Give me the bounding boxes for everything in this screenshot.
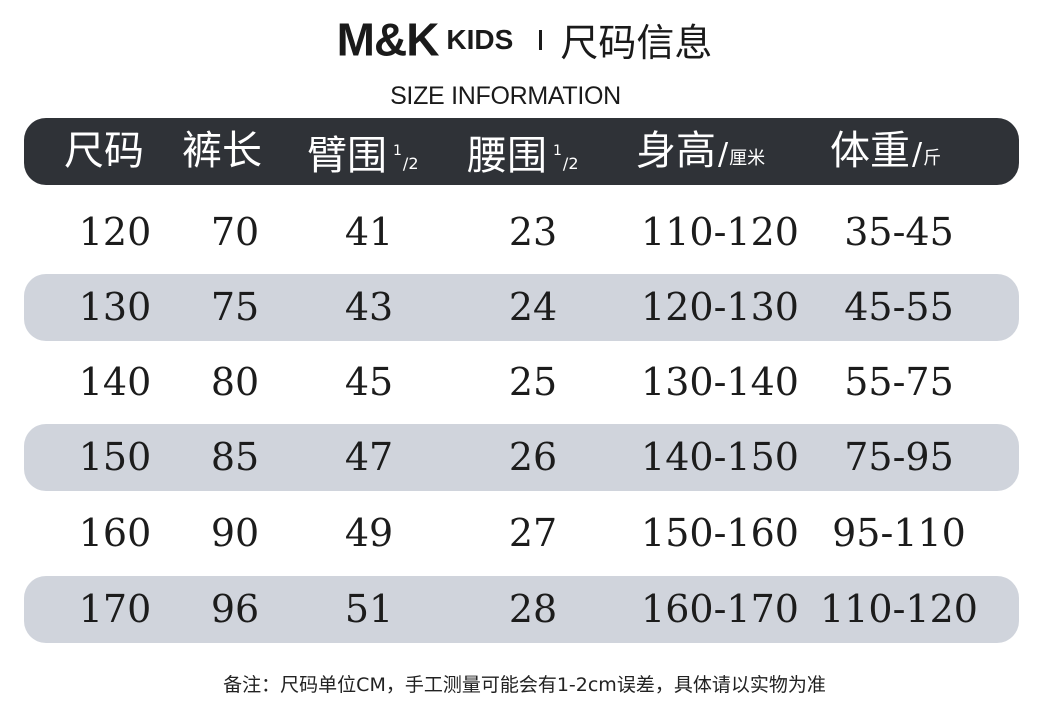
header-height-slash: / [718, 137, 729, 172]
header-pants-length: 裤长 [182, 118, 262, 185]
cell-arm: 45 [344, 360, 394, 404]
header-waist: 腰围 1/2 [467, 118, 579, 185]
table-row: 160 90 49 27 150-160 95-110 [24, 500, 1019, 567]
cell-weight: 110-120 [820, 587, 978, 631]
cell-pants-length: 75 [210, 285, 260, 329]
header-pants-length-label: 裤长 [182, 128, 262, 174]
header-height-label: 身高 [636, 128, 716, 174]
table-row: 120 70 41 23 110-120 35-45 [24, 199, 1019, 266]
brand-separator [539, 29, 543, 50]
cell-size: 150 [78, 435, 152, 479]
page-title: 尺码信息 [560, 21, 713, 65]
cell-pants-length: 80 [210, 360, 260, 404]
header-arm-fraction-den: /2 [402, 154, 419, 173]
header-waist-fraction-num: 1 [553, 143, 562, 159]
header-size-label: 尺码 [64, 128, 144, 174]
cell-weight: 35-45 [844, 210, 954, 254]
cell-waist: 28 [508, 587, 558, 631]
cell-arm: 49 [344, 511, 394, 555]
cell-size: 140 [78, 360, 152, 404]
cell-waist: 23 [508, 210, 558, 254]
cell-weight: 95-110 [832, 511, 966, 555]
cell-waist: 27 [508, 511, 558, 555]
header-weight-unit: 斤 [923, 148, 942, 169]
cell-pants-length: 90 [210, 511, 260, 555]
header-weight-label: 体重 [830, 128, 910, 174]
cell-size: 130 [78, 285, 152, 329]
cell-height: 110-120 [641, 210, 799, 254]
table-row: 150 85 47 26 140-150 75-95 [24, 424, 1019, 491]
cell-pants-length: 70 [210, 210, 260, 254]
cell-arm: 43 [344, 285, 394, 329]
table-row: 140 80 45 25 130-140 55-75 [24, 349, 1019, 416]
header-weight-slash: / [912, 137, 923, 172]
table-row: 170 96 51 28 160-170 110-120 [24, 576, 1019, 643]
cell-height: 140-150 [641, 435, 799, 479]
cell-arm: 47 [344, 435, 394, 479]
header-waist-fraction-den: /2 [562, 154, 579, 173]
cell-height: 120-130 [641, 285, 799, 329]
cell-height: 160-170 [641, 587, 799, 631]
brand-logo-sub: KIDS [446, 23, 514, 55]
brand-logo-name: M&K [336, 13, 440, 66]
header-arm-fraction-num: 1 [393, 143, 402, 159]
header-height: 身高/厘米 [636, 118, 765, 185]
cell-waist: 25 [508, 360, 558, 404]
cell-height: 130-140 [641, 360, 799, 404]
header-size: 尺码 [64, 118, 144, 185]
table-row: 130 75 43 24 120-130 45-55 [24, 274, 1019, 341]
cell-size: 120 [78, 210, 152, 254]
cell-waist: 26 [508, 435, 558, 479]
cell-size: 170 [78, 587, 152, 631]
cell-pants-length: 85 [210, 435, 260, 479]
cell-waist: 24 [508, 285, 558, 329]
table-header: 尺码 裤长 臂围 1/2 腰围 1/2 身高/厘米 体重/斤 [24, 118, 1019, 185]
footnote: 备注：尺码单位CM，手工测量可能会有1-2cm误差，具体请以实物为准 [223, 674, 826, 696]
brand-header: M&K KIDS 尺码信息 [0, 12, 1049, 67]
page-subtitle: SIZE INFORMATION [390, 82, 621, 110]
header-height-unit: 厘米 [729, 148, 766, 169]
header-weight: 体重/斤 [830, 118, 941, 185]
header-arm-label: 臂围 [307, 133, 387, 179]
cell-weight: 45-55 [844, 285, 954, 329]
header-arm: 臂围 1/2 [307, 118, 419, 185]
cell-weight: 55-75 [844, 360, 954, 404]
header-waist-label: 腰围 [467, 133, 547, 179]
cell-arm: 41 [344, 210, 394, 254]
cell-size: 160 [78, 511, 152, 555]
cell-height: 150-160 [641, 511, 799, 555]
cell-arm: 51 [344, 587, 394, 631]
cell-weight: 75-95 [844, 435, 954, 479]
cell-pants-length: 96 [210, 587, 260, 631]
